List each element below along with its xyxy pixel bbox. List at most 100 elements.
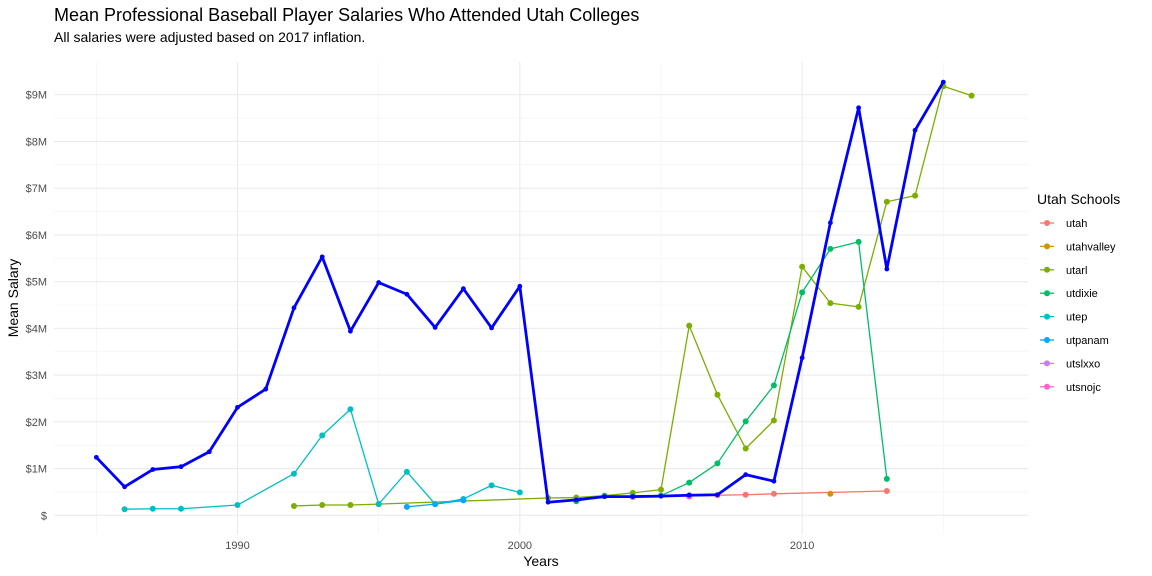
data-point-utarl [347, 502, 354, 509]
data-point-overall-mean [940, 79, 946, 85]
data-point-overall-mean [404, 291, 410, 297]
legend-key-point [1044, 243, 1050, 250]
data-point-utarl [770, 417, 777, 424]
data-point-utdixie [799, 289, 806, 296]
data-point-overall-mean [545, 499, 551, 505]
data-point-utarl [855, 303, 862, 310]
legend-item-utah: utah [1040, 218, 1087, 230]
legend-item-utsnojc: utsnojc [1040, 382, 1101, 394]
y-tick-label: $ [41, 510, 47, 522]
y-tick-label: $6M [26, 230, 47, 242]
data-point-utah [742, 491, 749, 498]
x-tick-label: 2000 [508, 540, 532, 552]
data-point-utdixie [686, 479, 693, 486]
series-utdixie [573, 238, 890, 505]
data-point-overall-mean [827, 220, 833, 226]
data-point-overall-mean [376, 280, 382, 285]
data-point-overall-mean [743, 472, 749, 478]
data-point-utah [770, 490, 777, 497]
legend-key-point [1044, 337, 1050, 343]
legend-label: utahvalley [1066, 241, 1116, 253]
data-point-utarl [883, 198, 890, 205]
legend-label: utsnojc [1066, 382, 1101, 394]
x-axis-title: Years [523, 553, 558, 569]
data-point-overall-mean [150, 467, 156, 472]
x-tick-label: 2010 [790, 540, 814, 552]
data-point-overall-mean [856, 105, 862, 111]
data-point-overall-mean [517, 283, 523, 289]
data-point-utarl [968, 92, 975, 99]
legend-key-point [1044, 313, 1050, 320]
data-point-utdixie [770, 382, 777, 389]
axis-tick-labels: 1990 2000 2010 $ $1M $2M $3M $4M $5M $6M $7M $8M $9M [26, 90, 815, 552]
data-point-utpanam [460, 497, 467, 504]
data-point-overall-mean [235, 404, 240, 410]
y-tick-label: $1M [26, 464, 47, 476]
legend-label: utdixie [1066, 288, 1098, 300]
data-point-utarl [319, 502, 326, 509]
y-tick-label: $3M [26, 370, 47, 382]
data-point-utep [375, 501, 382, 508]
y-tick-label: $4M [26, 323, 47, 335]
data-point-utarl [290, 502, 297, 509]
data-point-overall-mean [206, 449, 212, 455]
data-point-overall-mean [460, 286, 466, 292]
data-point-utep [121, 506, 128, 513]
data-point-utep [488, 482, 495, 489]
data-point-utpanam [432, 501, 439, 508]
data-point-utdixie [855, 238, 862, 245]
data-point-utarl [912, 192, 919, 199]
chart-subtitle: All salaries were adjusted based on 2017… [54, 29, 366, 45]
data-point-utdixie [714, 460, 721, 467]
data-point-utep [290, 470, 297, 477]
data-point-utarl [827, 300, 834, 307]
data-point-overall-mean [291, 305, 297, 311]
legend-key-point [1044, 383, 1050, 390]
legend-key-point [1044, 360, 1050, 367]
data-point-overall-mean [489, 325, 494, 331]
data-point-overall-mean [122, 484, 127, 490]
data-point-utahvalley [827, 490, 834, 497]
legend-label: utpanam [1066, 335, 1109, 347]
data-point-utep [516, 489, 523, 496]
data-point-utdixie [883, 475, 890, 482]
data-point-utep [149, 505, 156, 512]
data-point-utep [234, 502, 241, 509]
y-axis-title: Mean Salary [5, 259, 21, 338]
series-utpanam [403, 497, 467, 510]
legend-key-point [1044, 220, 1050, 226]
legend-key-point [1044, 266, 1050, 273]
legend-item-utahvalley: utahvalley [1040, 241, 1116, 253]
data-point-overall-mean [884, 266, 890, 272]
data-point-utarl [799, 263, 806, 270]
legend-item-utarl: utarl [1040, 265, 1087, 277]
data-point-overall-mean [348, 328, 353, 334]
data-point-overall-mean [686, 492, 692, 498]
data-point-overall-mean [178, 464, 184, 470]
chart-title: Mean Professional Baseball Player Salari… [54, 5, 640, 25]
data-point-utarl [686, 322, 693, 329]
grid [54, 62, 1028, 534]
data-point-utarl [742, 445, 749, 452]
data-point-utdixie [827, 245, 834, 252]
data-point-overall-mean [263, 386, 269, 392]
data-point-overall-mean [93, 454, 99, 460]
legend-item-utep: utep [1040, 312, 1087, 324]
data-point-utep [319, 432, 326, 439]
data-point-utep [347, 406, 354, 413]
series-layer [93, 79, 975, 513]
data-point-overall-mean [799, 355, 805, 361]
data-point-overall-mean [771, 478, 777, 484]
legend-title: Utah Schools [1037, 191, 1120, 207]
legend-label: utah [1066, 218, 1087, 230]
series-line-utdixie [575, 241, 888, 502]
legend-label: utarl [1066, 265, 1087, 277]
y-tick-label: $5M [26, 277, 47, 289]
y-tick-label: $7M [26, 183, 47, 195]
data-point-overall-mean [658, 493, 664, 499]
data-point-utarl [714, 391, 721, 398]
legend-key-point [1044, 290, 1050, 297]
legend: Utah Schools utah utahvalley utarl utdixie ut… [1037, 191, 1120, 394]
series-overall-mean [93, 79, 946, 505]
